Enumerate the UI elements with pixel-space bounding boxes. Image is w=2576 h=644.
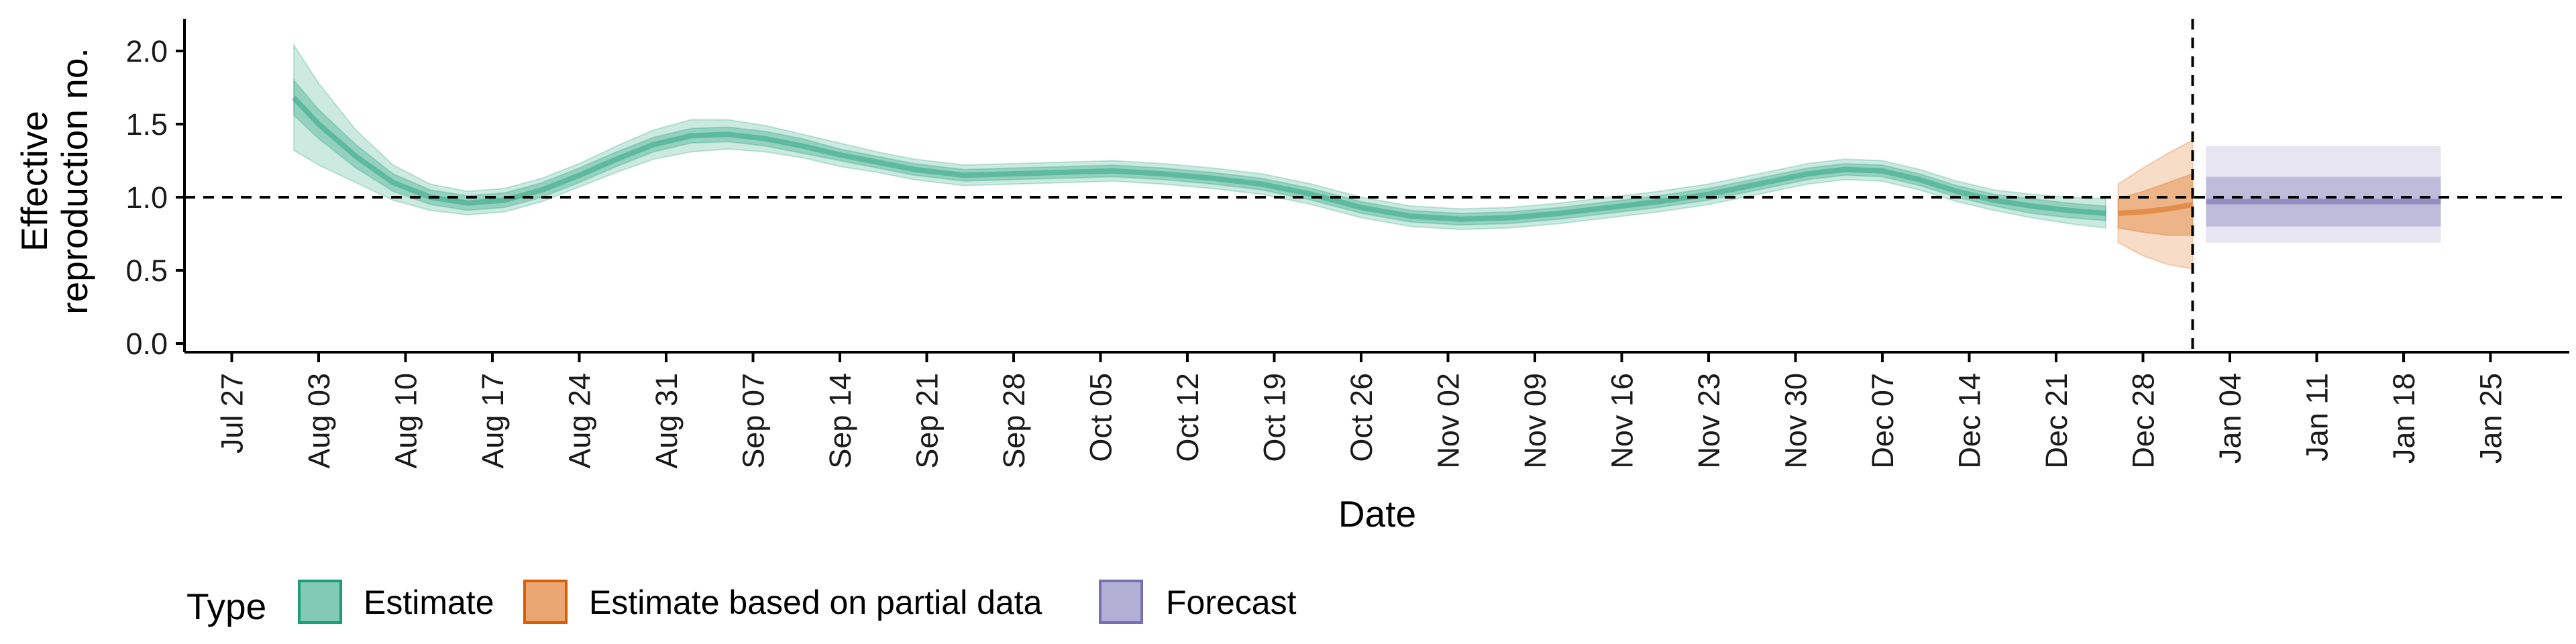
estimate-median-line [292, 96, 2106, 222]
legend: Type Estimate Estimate based on partial d… [186, 580, 1297, 627]
x-tick-label: Nov 09 [1518, 373, 1552, 469]
x-tick-label: Oct 12 [1171, 373, 1205, 462]
x-tick-label: Oct 26 [1344, 373, 1379, 462]
x-tick-label: Nov 23 [1692, 373, 1726, 469]
y-tick-label: 2.0 [125, 34, 168, 68]
y-tick-label: 1.0 [125, 180, 168, 215]
x-tick-label: Sep 21 [910, 373, 945, 469]
x-tick-label: Aug 17 [476, 373, 510, 469]
x-tick-label: Jul 27 [215, 373, 250, 453]
forecast-outer-band [2206, 146, 2441, 243]
y-axis-title-line-2: reproduction no. [54, 48, 95, 315]
x-tick-label: Dec 14 [1953, 373, 1987, 469]
x-tick-label: Dec 28 [2127, 373, 2161, 469]
x-tick-label: Nov 16 [1605, 373, 1640, 469]
y-tick-label: 0.0 [125, 327, 168, 361]
y-axis: 0.0 0.5 1.0 1.5 2.0 [125, 19, 186, 361]
x-tick-label: Sep 07 [737, 373, 771, 469]
x-axis: Jul 27 Aug 03 Aug 10 Aug 17 Aug 24 Aug 31 Sep … [184, 351, 2569, 469]
x-tick-label: Sep 14 [823, 373, 857, 469]
legend-label-2: Estimate based on partial data [589, 584, 1042, 621]
y-tick-label: 0.5 [125, 254, 168, 288]
x-tick-label: Oct 05 [1084, 373, 1118, 462]
x-tick-label: Jan 25 [2474, 373, 2508, 464]
y-axis-title-line-1: Effective [13, 111, 55, 252]
legend-label-3: Forecast [1166, 584, 1297, 621]
partial-estimate-median-line [2118, 201, 2194, 216]
legend-title: Type [186, 586, 266, 627]
estimate-inner-band [293, 78, 2106, 226]
x-tick-label: Aug 24 [563, 373, 597, 469]
plot-layer [184, 19, 2569, 352]
estimate-outer-band [293, 42, 2106, 231]
x-tick-label: Jan 04 [2213, 373, 2247, 464]
legend-key-1 [298, 580, 342, 624]
legend-key-3 [1099, 580, 1143, 624]
legend-key-2 [523, 580, 568, 624]
x-tick-label: Sep 28 [997, 373, 1031, 469]
x-tick-label: Jan 18 [2387, 373, 2421, 464]
x-tick-label: Aug 03 [302, 373, 336, 469]
legend-label-1: Estimate [364, 584, 494, 621]
x-axis-title: Date [1338, 493, 1416, 535]
x-tick-label: Nov 02 [1432, 373, 1466, 469]
x-tick-label: Oct 19 [1258, 373, 1292, 462]
x-tick-label: Aug 31 [649, 373, 684, 469]
x-tick-label: Aug 10 [389, 373, 423, 469]
series-layer [292, 42, 2441, 270]
x-tick-label: Dec 21 [2039, 373, 2074, 469]
x-tick-label: Nov 30 [1779, 373, 1813, 469]
x-tick-label: Jan 11 [2300, 373, 2334, 462]
y-tick-label: 1.5 [125, 107, 168, 142]
x-tick-label: Dec 07 [1866, 373, 1900, 469]
